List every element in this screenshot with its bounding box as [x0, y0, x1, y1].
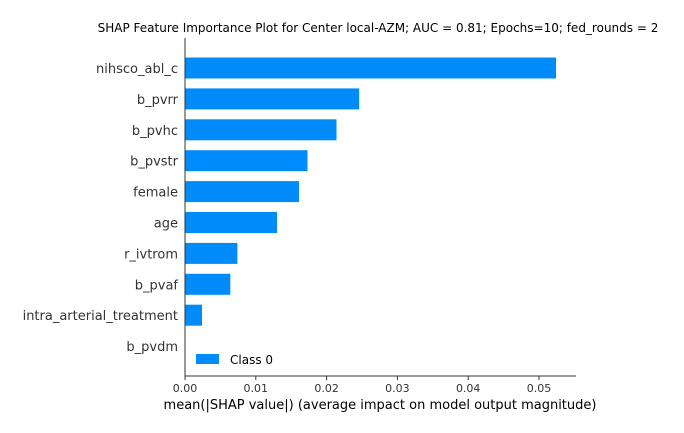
x-tick-label: 0.00 — [173, 382, 198, 395]
feature-label: age — [154, 217, 178, 232]
legend: Class 0 — [196, 353, 273, 367]
x-tick-label: 0.05 — [527, 382, 552, 395]
feature-label: b_pvaf — [135, 278, 179, 293]
bar-b_pvhc — [185, 119, 337, 141]
bar-b_pvrr — [185, 88, 360, 110]
x-axis-label: mean(|SHAP value|) (average impact on mo… — [164, 398, 597, 413]
bars-group — [185, 57, 556, 326]
bar-b_pvstr — [185, 150, 308, 172]
bar-intra_arterial_treatment — [185, 304, 202, 326]
bar-nihsco_abl_c — [185, 57, 556, 79]
bar-age — [185, 212, 278, 233]
feature-label: female — [133, 186, 178, 201]
feature-label: b_pvrr — [137, 93, 179, 108]
legend-swatch — [196, 354, 219, 364]
x-tick-label: 0.02 — [314, 382, 339, 395]
legend-label: Class 0 — [230, 353, 273, 367]
feature-label: b_pvdm — [126, 340, 178, 355]
x-tick-label: 0.01 — [244, 382, 269, 395]
bar-female — [185, 181, 299, 203]
x-tick-label: 0.04 — [456, 382, 481, 395]
feature-label: intra_arterial_treatment — [23, 309, 178, 324]
x-tick-label: 0.03 — [385, 382, 410, 395]
feature-label: r_ivtrom — [124, 247, 178, 262]
feature-label: nihsco_abl_c — [96, 62, 178, 77]
feature-label: b_pvhc — [132, 124, 178, 139]
chart-title: SHAP Feature Importance Plot for Center … — [98, 21, 659, 35]
bar-b_pvaf — [185, 273, 231, 295]
bar-r_ivtrom — [185, 242, 238, 264]
feature-label: b_pvstr — [130, 155, 179, 170]
x-ticks: 0.00 0.01 0.02 0.03 0.04 0.05 — [173, 376, 552, 395]
